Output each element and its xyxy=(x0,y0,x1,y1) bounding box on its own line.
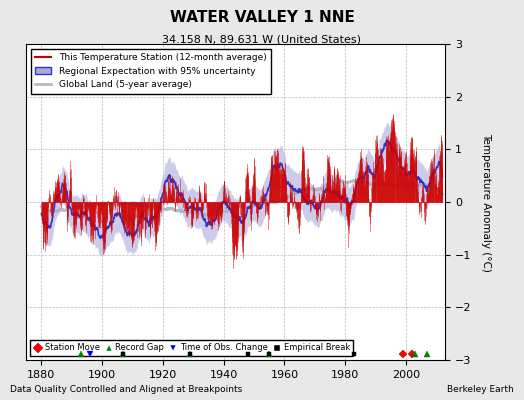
Text: Berkeley Earth: Berkeley Earth xyxy=(447,385,514,394)
Text: WATER VALLEY 1 NNE: WATER VALLEY 1 NNE xyxy=(170,10,354,25)
Legend: Station Move, Record Gap, Time of Obs. Change, Empirical Break: Station Move, Record Gap, Time of Obs. C… xyxy=(30,340,353,356)
Text: Data Quality Controlled and Aligned at Breakpoints: Data Quality Controlled and Aligned at B… xyxy=(10,385,243,394)
Y-axis label: Temperature Anomaly (°C): Temperature Anomaly (°C) xyxy=(481,132,491,272)
Text: 34.158 N, 89.631 W (United States): 34.158 N, 89.631 W (United States) xyxy=(162,34,362,44)
